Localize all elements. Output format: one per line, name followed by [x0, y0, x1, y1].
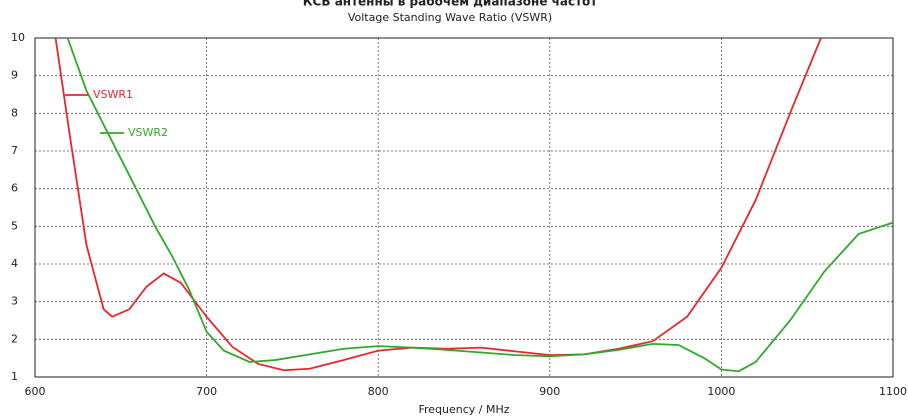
x-tick-label: 900 [539, 385, 560, 398]
chart-title: КСВ антенны в рабочем диапазоне частот [303, 0, 598, 9]
y-tick-label: 7 [11, 144, 18, 157]
x-tick-label: 700 [196, 385, 217, 398]
x-tick-label: 800 [368, 385, 389, 398]
y-tick-label: 3 [11, 295, 18, 308]
y-tick-label: 9 [11, 69, 18, 82]
plot-frame [34, 37, 894, 378]
x-tick-label: 1000 [707, 385, 735, 398]
series-line [54, 38, 822, 372]
series-line [66, 38, 893, 373]
legend-label: VSWR1 [93, 88, 133, 101]
chart-subtitle: Voltage Standing Wave Ratio (VSWR) [348, 11, 552, 24]
y-tick-label: 1 [11, 370, 18, 383]
y-tick-label: 6 [11, 182, 18, 195]
y-tick-label: 10 [11, 31, 25, 44]
x-axis-label: Frequency / MHz [418, 403, 509, 416]
x-tick-label: 600 [25, 385, 46, 398]
y-tick-label: 4 [11, 257, 18, 270]
y-tick-label: 2 [11, 332, 18, 345]
y-tick-label: 5 [11, 219, 18, 232]
legend-label: VSWR2 [128, 126, 168, 139]
x-tick-label: 1100 [879, 385, 907, 398]
y-tick-label: 8 [11, 106, 18, 119]
